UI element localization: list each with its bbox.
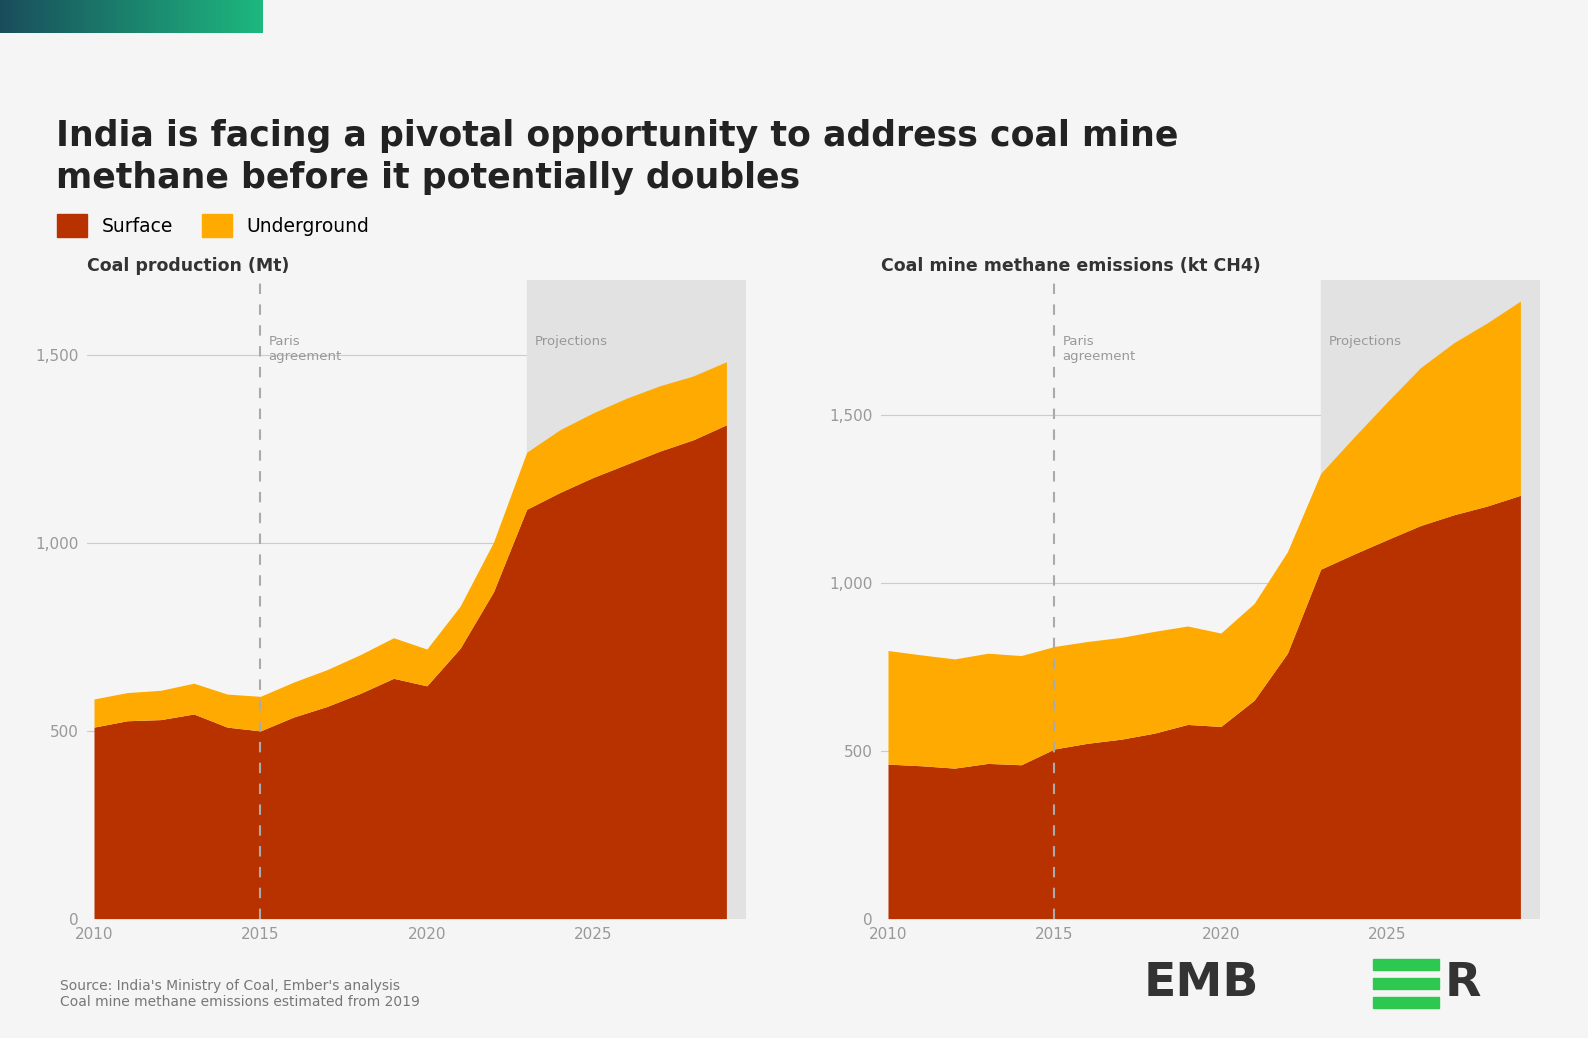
Text: India is facing a pivotal opportunity to address coal mine
methane before it pot: India is facing a pivotal opportunity to…: [56, 119, 1178, 195]
Text: Source: India's Ministry of Coal, Ember's analysis
Coal mine methane emissions e: Source: India's Ministry of Coal, Ember'…: [60, 979, 421, 1009]
Bar: [1372, 978, 1439, 989]
Text: Paris
agreement: Paris agreement: [1062, 334, 1135, 362]
Text: EMB: EMB: [1143, 961, 1259, 1006]
Text: Projections: Projections: [1329, 334, 1402, 348]
Text: Coal production (Mt): Coal production (Mt): [87, 256, 289, 274]
Bar: [1321, 280, 1540, 919]
Text: Paris
agreement: Paris agreement: [268, 334, 341, 362]
Bar: [527, 280, 746, 919]
Text: R: R: [1445, 961, 1482, 1006]
Text: Coal mine methane emissions (kt CH4): Coal mine methane emissions (kt CH4): [881, 256, 1261, 274]
Text: Projections: Projections: [535, 334, 608, 348]
Bar: [1372, 998, 1439, 1008]
Legend: Surface, Underground: Surface, Underground: [57, 214, 370, 238]
Bar: [1372, 959, 1439, 969]
